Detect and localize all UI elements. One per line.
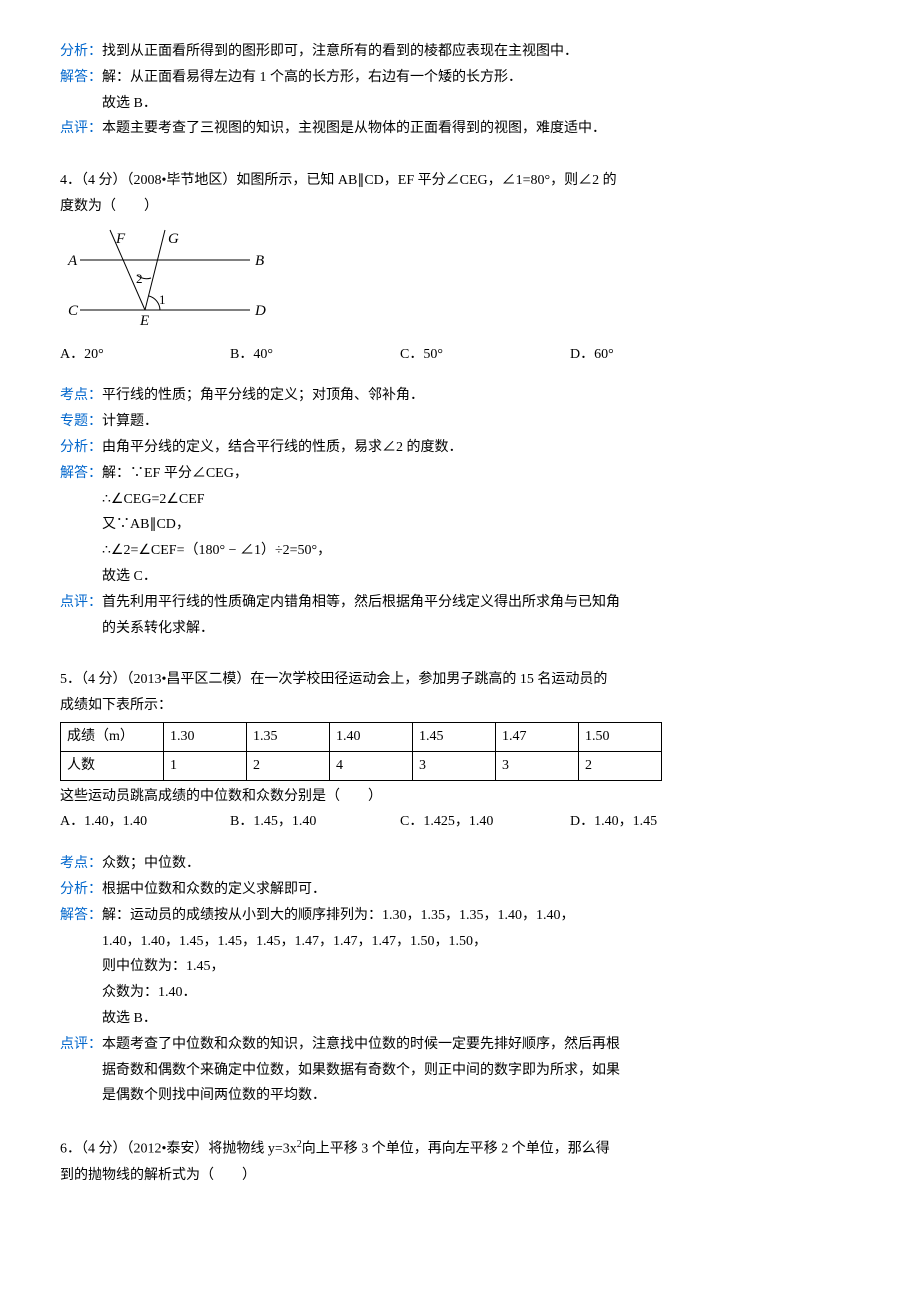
label-kaodian: 考点： [60,856,102,871]
diagram-angle-1: 1 [159,292,166,307]
diagram-label-G: G [168,231,179,247]
label-kaodian: 考点： [60,388,102,403]
q4-kaodian-text: 平行线的性质；角平分线的定义；对顶角、邻补角． [102,388,424,403]
q4-zhuanti-text: 计算题． [102,414,158,429]
q5-analysis: 分析：根据中位数和众数的定义求解即可． [60,878,860,902]
q3-analysis: 分析：找到从正面看所得到的图形即可，注意所有的看到的棱都应表现在主视图中． [60,40,860,64]
q5-kaodian: 考点：众数；中位数． [60,852,860,876]
q5-option-b: B．1.45，1.40 [230,810,400,834]
q3-analysis-text: 找到从正面看所得到的图形即可，注意所有的看到的棱都应表现在主视图中． [102,44,578,59]
q5-kaodian-text: 众数；中位数． [102,856,200,871]
label-answer: 解答： [60,70,102,85]
label-answer: 解答： [60,908,102,923]
q4-option-b: B．40° [230,343,400,367]
diagram-label-B: B [255,253,264,269]
diagram-label-A: A [67,253,78,269]
q5-answer-l5: 故选 B． [60,1007,860,1031]
table-cell: 1.30 [164,722,247,751]
q5-after-table: 这些运动员跳高成绩的中位数和众数分别是（ ） [60,785,860,809]
q4-analysis: 分析：由角平分线的定义，结合平行线的性质，易求∠2 的度数． [60,436,860,460]
table-cell: 3 [413,751,496,780]
q5-answer-l4: 众数为：1.40． [60,981,860,1005]
q4-diagram: A B C D E F G 1 2 [60,225,860,339]
q5-answer-t1: 解：运动员的成绩按从小到大的顺序排列为：1.30，1.35，1.35，1.40，… [102,908,575,923]
q4-stem-l1: 4．（4 分）（2008•毕节地区）如图所示，已知 AB∥CD，EF 平分∠CE… [60,169,860,193]
q4-comment-l2: 的关系转化求解． [60,617,860,641]
q4-comment-l1: 点评：首先利用平行线的性质确定内错角相等，然后根据角平分线定义得出所求角与已知角 [60,591,860,615]
q5-options: A．1.40，1.40 B．1.45，1.40 C．1.425，1.40 D．1… [60,810,860,834]
q3-answer-l1: 解答：解：从正面看易得左边有 1 个高的长方形，右边有一个矮的长方形． [60,66,860,90]
diagram-label-F: F [115,231,126,247]
q5-answer-l1: 解答：解：运动员的成绩按从小到大的顺序排列为：1.30，1.35，1.35，1.… [60,904,860,928]
diagram-label-C: C [68,303,79,319]
q5-comment-l1: 点评：本题考查了中位数和众数的知识，注意找中位数的时候一定要先排好顺序，然后再根 [60,1033,860,1057]
table-row: 人数124332 [61,751,662,780]
q5-answer-l3: 则中位数为：1.45， [60,955,860,979]
table-cell: 1.50 [579,722,662,751]
q6-stem-post: 向上平移 3 个单位，再向左平移 2 个单位，那么得 [302,1142,610,1157]
q4-answer-l2: ∴∠CEG=2∠CEF [60,488,860,512]
q5-option-c: C．1.425，1.40 [400,810,570,834]
label-zhuanti: 专题： [60,414,102,429]
table-cell: 2 [247,751,330,780]
q4-option-c: C．50° [400,343,570,367]
q5-stem-l2: 成绩如下表所示： [60,694,860,718]
diagram-label-E: E [139,313,149,329]
table-cell: 1.45 [413,722,496,751]
q6-stem-pre: 6．（4 分）（2012•泰安）将抛物线 y=3x [60,1142,297,1157]
q4-analysis-text: 由角平分线的定义，结合平行线的性质，易求∠2 的度数． [102,440,463,455]
table-cell: 1 [164,751,247,780]
q5-answer-l2: 1.40，1.40，1.45，1.45，1.45，1.47，1.47，1.47，… [60,930,860,954]
table-cell: 人数 [61,751,164,780]
table-cell: 成绩（m） [61,722,164,751]
q5-option-a: A．1.40，1.40 [60,810,230,834]
q4-options: A．20° B．40° C．50° D．60° [60,343,860,367]
q4-answer-l4: ∴∠2=∠CEF=（180° − ∠1）÷2=50°， [60,539,860,563]
table-cell: 3 [496,751,579,780]
q5-table: 成绩（m）1.301.351.401.451.471.50人数124332 [60,722,662,781]
q5-comment-t1: 本题考查了中位数和众数的知识，注意找中位数的时候一定要先排好顺序，然后再根 [102,1037,620,1052]
label-analysis: 分析： [60,440,102,455]
q3-answer-l2: 故选 B． [60,92,860,116]
label-comment: 点评： [60,1037,102,1052]
label-analysis: 分析： [60,44,102,59]
table-cell: 4 [330,751,413,780]
label-comment: 点评： [60,595,102,610]
q5-comment-l3: 是偶数个则找中间两位数的平均数． [60,1084,860,1108]
table-cell: 1.47 [496,722,579,751]
q6-stem-l2: 到的抛物线的解析式为（ ） [60,1164,860,1188]
q4-option-a: A．20° [60,343,230,367]
q4-answer-l5: 故选 C． [60,565,860,589]
q4-answer-t1: 解：∵EF 平分∠CEG， [102,466,248,481]
q3-comment: 点评：本题主要考查了三视图的知识，主视图是从物体的正面看得到的视图，难度适中． [60,117,860,141]
q4-answer-l1: 解答：解：∵EF 平分∠CEG， [60,462,860,486]
q5-stem-l1: 5．（4 分）（2013•昌平区二模）在一次学校田径运动会上，参加男子跳高的 1… [60,668,860,692]
diagram-angle-2: 2 [136,271,143,286]
table-row: 成绩（m）1.301.351.401.451.471.50 [61,722,662,751]
table-cell: 1.35 [247,722,330,751]
q3-answer-text-1: 解：从正面看易得左边有 1 个高的长方形，右边有一个矮的长方形． [102,70,522,85]
diagram-label-D: D [254,303,266,319]
label-comment: 点评： [60,121,102,136]
table-cell: 1.40 [330,722,413,751]
q5-option-d: D．1.40，1.45 [570,810,740,834]
q4-comment-t1: 首先利用平行线的性质确定内错角相等，然后根据角平分线定义得出所求角与已知角 [102,595,620,610]
label-answer: 解答： [60,466,102,481]
q4-zhuanti: 专题：计算题． [60,410,860,434]
label-analysis: 分析： [60,882,102,897]
q5-analysis-text: 根据中位数和众数的定义求解即可． [102,882,326,897]
q6-stem-l1: 6．（4 分）（2012•泰安）将抛物线 y=3x2向上平移 3 个单位，再向左… [60,1136,860,1161]
q4-kaodian: 考点：平行线的性质；角平分线的定义；对顶角、邻补角． [60,384,860,408]
q3-comment-text: 本题主要考查了三视图的知识，主视图是从物体的正面看得到的视图，难度适中． [102,121,606,136]
q4-answer-l3: 又∵AB∥CD， [60,513,860,537]
table-cell: 2 [579,751,662,780]
q4-stem-l2: 度数为（ ） [60,195,860,219]
q5-comment-l2: 据奇数和偶数个来确定中位数，如果数据有奇数个，则正中间的数字即为所求，如果 [60,1059,860,1083]
q4-option-d: D．60° [570,343,740,367]
